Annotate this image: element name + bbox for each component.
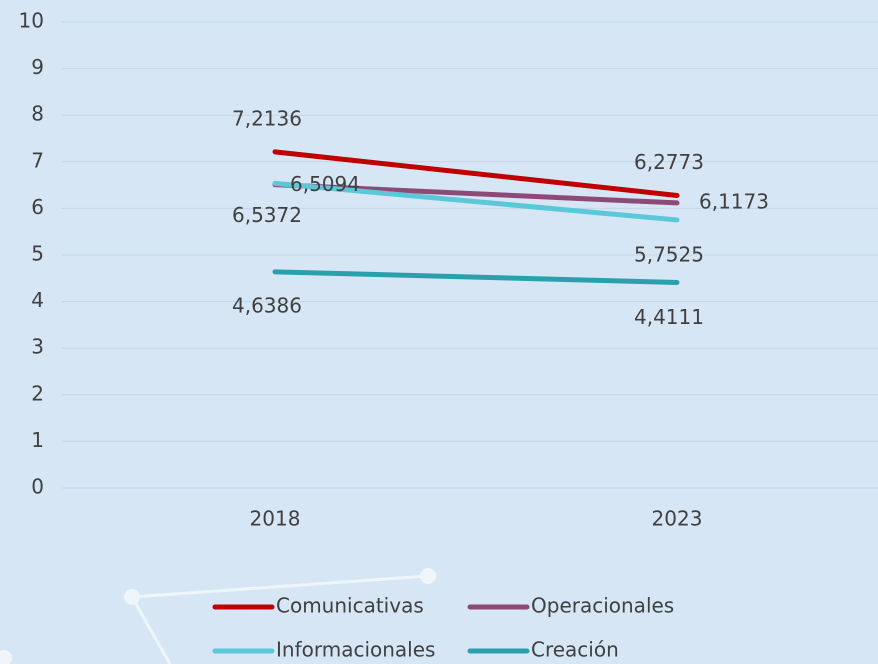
y-tick-label: 0 bbox=[31, 475, 44, 499]
data-label: 7,2136 bbox=[232, 106, 302, 130]
data-label: 4,4111 bbox=[634, 305, 704, 329]
data-label: 6,1173 bbox=[699, 189, 769, 213]
data-label: 5,7525 bbox=[634, 242, 704, 266]
legend-label: Operacionales bbox=[531, 594, 674, 618]
y-tick-label: 7 bbox=[31, 148, 44, 172]
data-label: 6,2773 bbox=[634, 150, 704, 174]
y-tick-label: 9 bbox=[31, 55, 44, 79]
data-label: 6,5094 bbox=[290, 172, 360, 196]
legend-label: Creación bbox=[531, 638, 619, 662]
y-tick-label: 4 bbox=[31, 288, 44, 312]
data-label: 6,5372 bbox=[232, 203, 302, 227]
y-tick-label: 10 bbox=[19, 9, 44, 33]
y-tick-label: 6 bbox=[31, 195, 44, 219]
series-line bbox=[272, 180, 680, 223]
data-label: 4,6386 bbox=[232, 293, 302, 317]
y-tick-label: 1 bbox=[31, 428, 44, 452]
series-line bbox=[272, 269, 680, 285]
decoration bbox=[0, 568, 436, 664]
y-tick-label: 3 bbox=[31, 335, 44, 359]
x-tick-label: 2018 bbox=[250, 507, 301, 531]
legend-label: Comunicativas bbox=[276, 594, 424, 618]
y-tick-label: 8 bbox=[31, 102, 44, 126]
legend-label: Informacionales bbox=[276, 638, 435, 662]
y-tick-label: 5 bbox=[31, 242, 44, 266]
x-tick-label: 2023 bbox=[652, 507, 703, 531]
series-line bbox=[272, 149, 680, 198]
y-tick-label: 2 bbox=[31, 381, 44, 405]
